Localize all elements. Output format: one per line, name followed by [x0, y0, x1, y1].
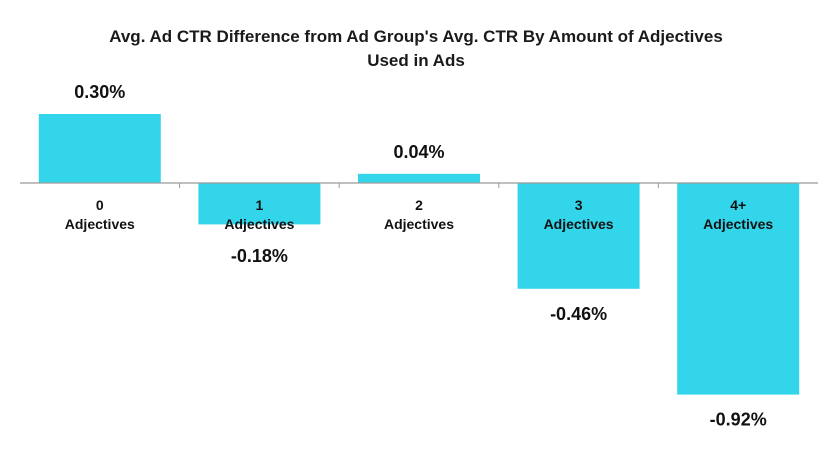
bar	[198, 183, 321, 225]
category-label-word: Adjectives	[544, 216, 614, 232]
chart-title-line-2: Used in Ads	[367, 51, 465, 70]
data-label: 0.04%	[393, 142, 444, 162]
category-label-word: Adjectives	[65, 216, 135, 232]
category-label-number: 4+	[730, 197, 746, 213]
data-label: 0.30%	[74, 82, 125, 102]
chart-title: Avg. Ad CTR Difference from Ad Group's A…	[109, 27, 723, 46]
category-label-number: 0	[96, 197, 104, 213]
data-label: -0.92%	[710, 410, 767, 430]
category-label-number: 2	[415, 197, 423, 213]
category-label-number: 1	[256, 197, 264, 213]
data-label: -0.18%	[231, 246, 288, 266]
bars-group	[38, 114, 800, 395]
bar	[677, 183, 800, 395]
category-label-word: Adjectives	[384, 216, 454, 232]
bar	[517, 183, 640, 289]
category-label-word: Adjectives	[703, 216, 773, 232]
category-label-word: Adjectives	[224, 216, 294, 232]
data-label: -0.46%	[550, 304, 607, 324]
category-label-number: 3	[575, 197, 583, 213]
bar	[358, 173, 480, 183]
bar	[38, 114, 161, 183]
labels-group: 0 Adjectives 0.30% 1 Adjectives -0.18% 2 Adject…	[65, 82, 774, 430]
